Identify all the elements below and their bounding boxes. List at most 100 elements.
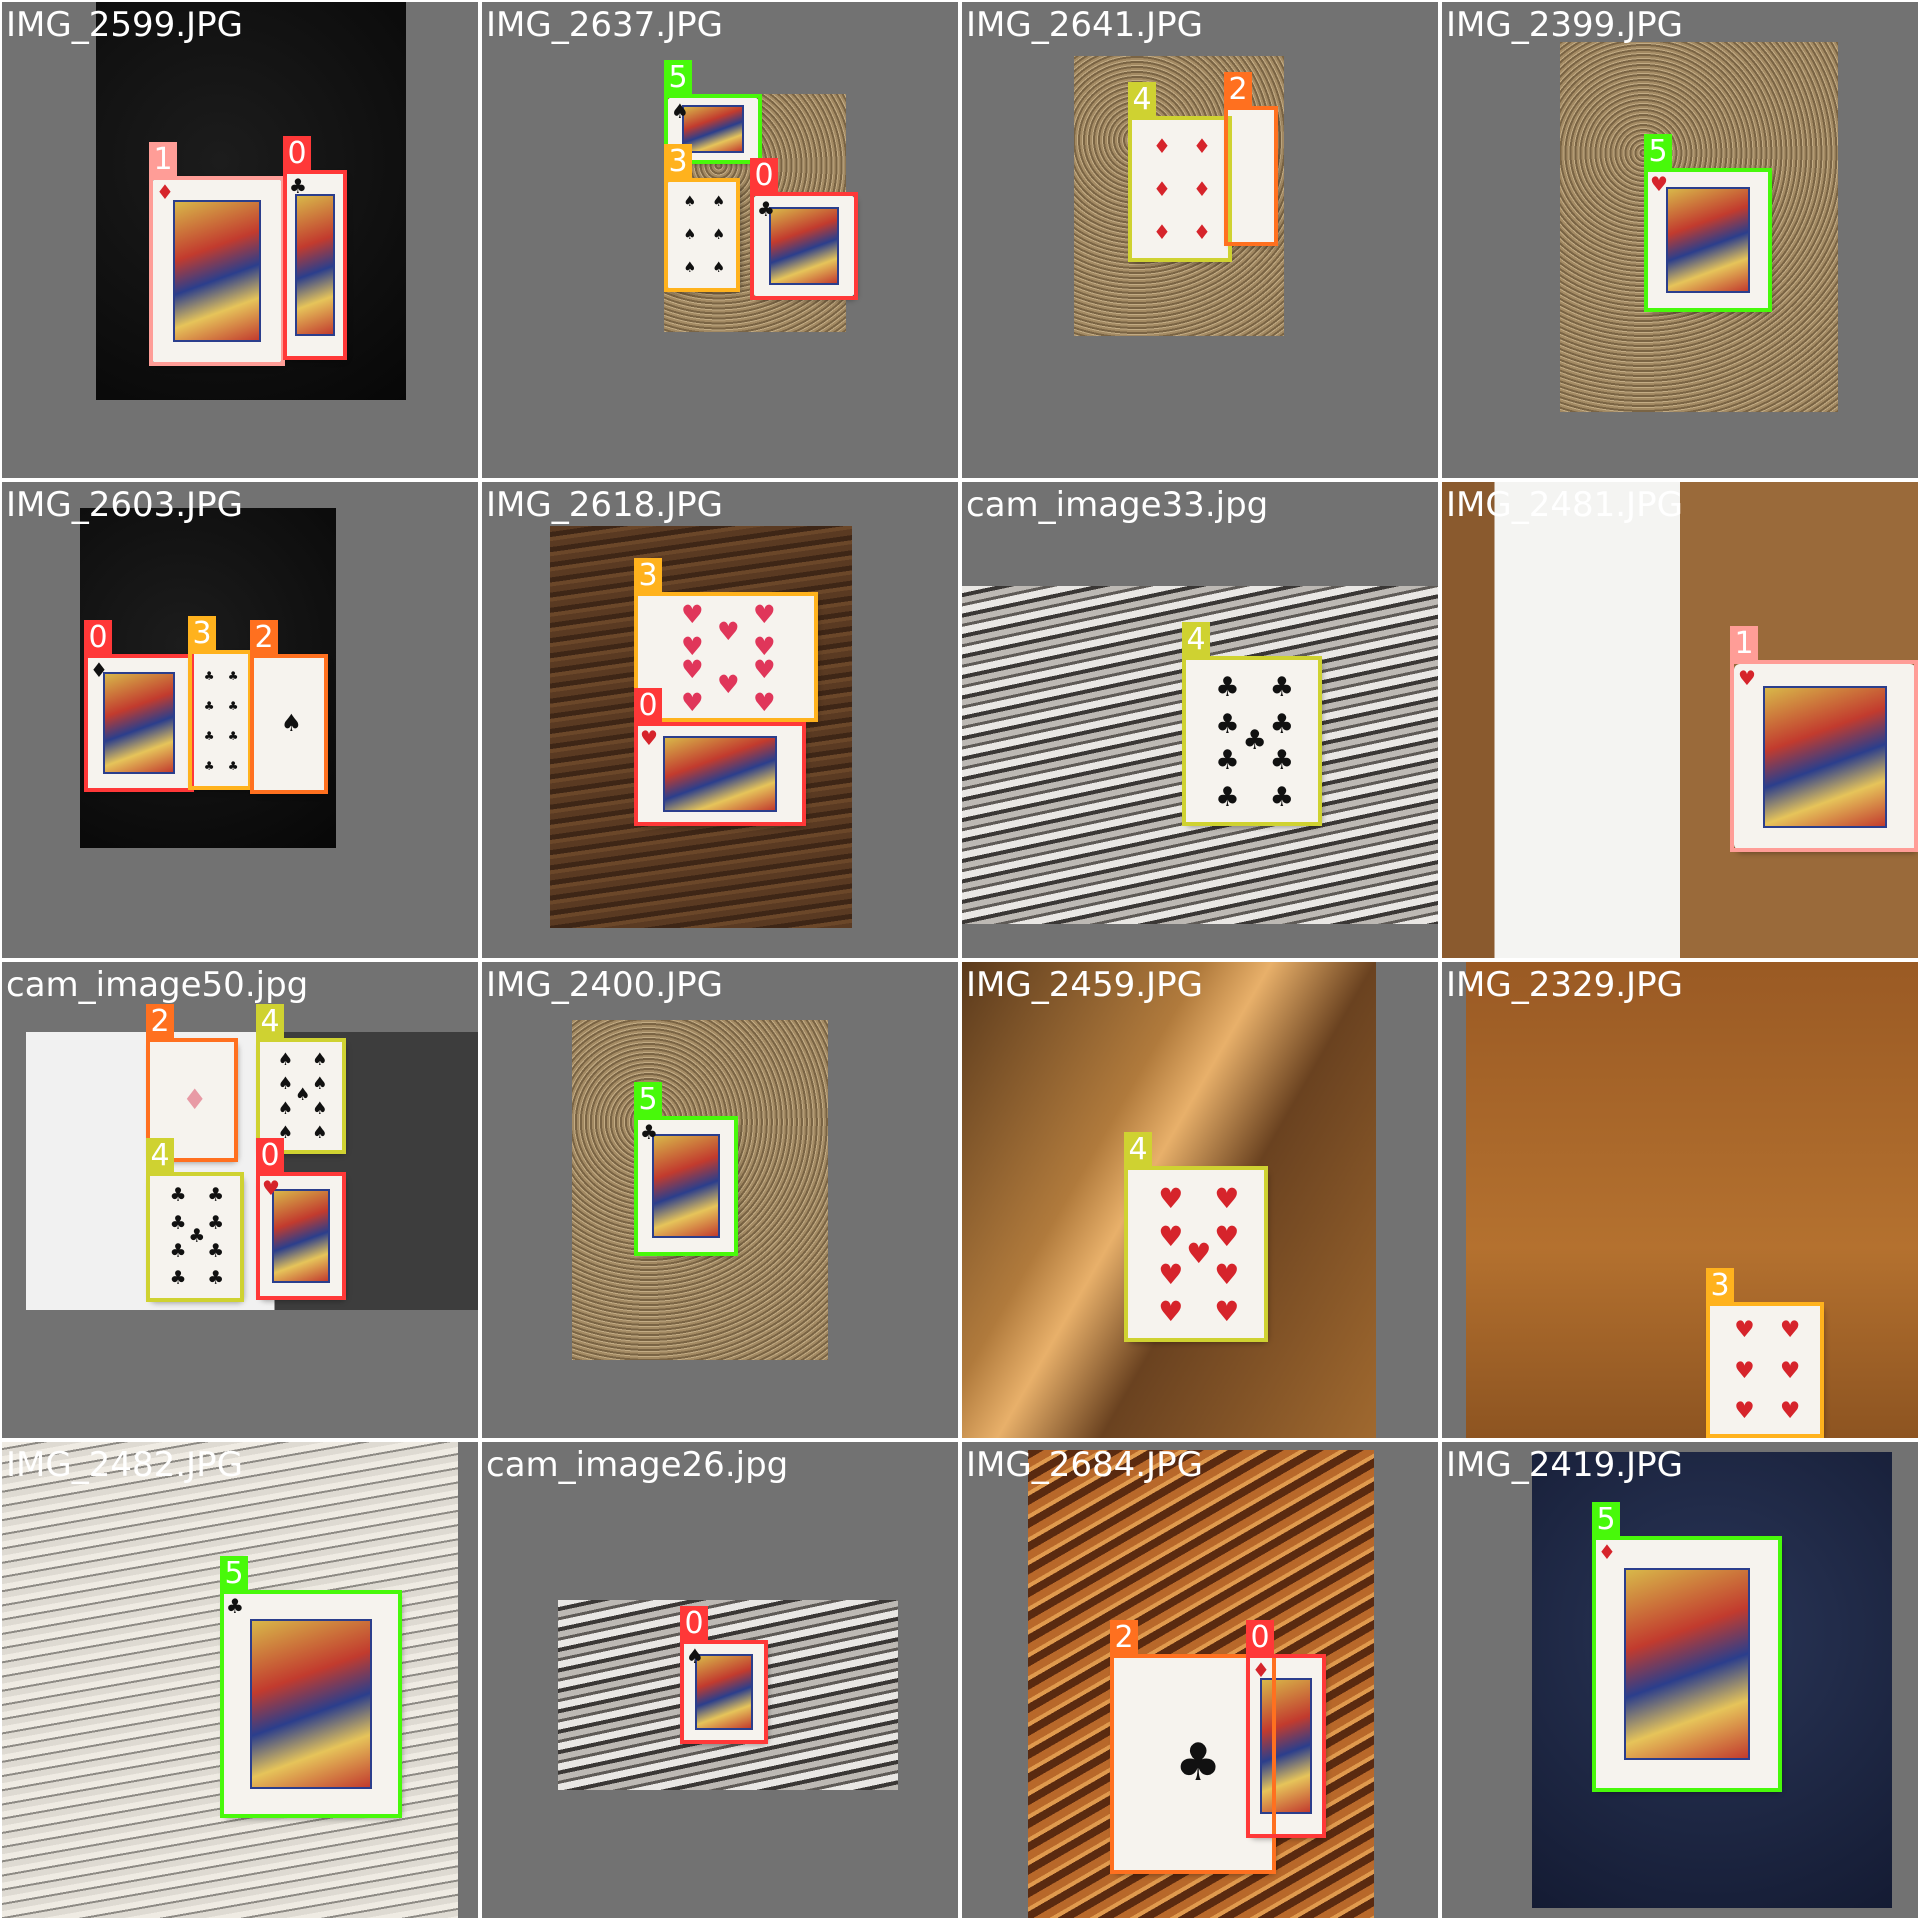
playing-card: ♥ ♥ ♥ ♥ ♥ ♥ ♥ ♥ ♥ — [1126, 1168, 1266, 1340]
face-card-art — [102, 672, 176, 774]
card-suit-symbol: ♣ — [226, 1594, 244, 1618]
image-tile: ♦ ♣ ♣ ♣ ♣ ♣ ♣ ♣ ♣ ♠ 0 3 2 IMG_2603.JPG — [2, 482, 478, 958]
face-card-art — [1623, 1568, 1751, 1760]
class-label: 0 — [680, 1606, 708, 1642]
card-pip: ♦ — [182, 1082, 208, 1116]
card-suit-symbol: ♦ — [1252, 1658, 1270, 1682]
card-pip: ♣ — [207, 1240, 225, 1262]
class-label: 4 — [1124, 1132, 1152, 1168]
playing-card: ♣ ♣ ♣ ♣ ♣ ♣ ♣ ♣ ♣ — [148, 1174, 242, 1300]
detection-box: 2 — [1224, 72, 1278, 246]
card-pip: ♠ — [683, 193, 697, 210]
playing-card: ♦ — [86, 656, 192, 790]
playing-card: ♣ — [636, 1118, 736, 1254]
class-label: 0 — [750, 158, 778, 194]
card-suit-symbol: ♠ — [686, 1644, 704, 1668]
card-pip: ♣ — [1215, 672, 1240, 704]
detection-box: 0 — [256, 1138, 346, 1300]
class-label: 0 — [1246, 1620, 1274, 1656]
card-pip: ♠ — [280, 709, 302, 738]
playing-card: ♦ ♦ ♦ ♦ ♦ ♦ — [1130, 118, 1230, 260]
card-pip: ♣ — [203, 699, 215, 714]
class-label: 1 — [1730, 626, 1758, 662]
image-filename: cam_image26.jpg — [486, 1445, 789, 1485]
detection-box: 1 — [149, 142, 285, 366]
detection-box: 0 — [750, 158, 858, 300]
detection-box: 3 — [188, 616, 252, 790]
playing-card: ♦ — [148, 1040, 236, 1160]
card-pip: ♣ — [1269, 708, 1295, 740]
class-label: 0 — [256, 1138, 284, 1174]
card-pip: ♣ — [203, 669, 215, 684]
card-pip: ♥ — [1214, 1257, 1240, 1291]
detection-box: 3 — [634, 558, 818, 722]
card-pip: ♥ — [1214, 1219, 1240, 1253]
card-pip: ♥ — [753, 687, 776, 717]
detection-box: 1 — [1730, 626, 1918, 852]
card-pip: ♣ — [203, 759, 215, 774]
card-pip: ♣ — [169, 1185, 187, 1207]
card-pip: ♦ — [1153, 219, 1171, 244]
card-pip: ♥ — [1158, 1257, 1184, 1291]
playing-card — [1226, 108, 1276, 244]
card-pip: ♣ — [1215, 708, 1240, 740]
playing-card: ♥ — [636, 724, 804, 824]
class-label: 5 — [634, 1082, 662, 1118]
card-pip: ♠ — [277, 1049, 294, 1070]
image-filename: cam_image33.jpg — [966, 485, 1269, 525]
image-tile: ♦ 5 IMG_2419.JPG — [1442, 1442, 1918, 1918]
playing-card: ♣ ♣ ♣ ♣ ♣ ♣ ♣ ♣ ♣ — [1184, 658, 1320, 824]
class-label: 4 — [146, 1138, 174, 1174]
card-pip: ♣ — [1269, 672, 1295, 704]
card-pip: ♠ — [277, 1098, 294, 1119]
class-label: 0 — [84, 620, 112, 656]
detection-box: 4 — [1128, 82, 1232, 262]
image-filename: cam_image50.jpg — [6, 965, 309, 1005]
card-pip: ♠ — [312, 1098, 328, 1119]
playing-card: ♦ — [152, 178, 282, 364]
card-pip: ♥ — [1158, 1219, 1184, 1253]
image-filename: IMG_2482.JPG — [6, 1445, 243, 1485]
card-suit-symbol: ♦ — [1598, 1540, 1616, 1564]
card-pip: ♠ — [277, 1074, 294, 1095]
playing-card: ♣ — [753, 195, 855, 297]
image-tile: ♦ ♠ ♠ ♠ ♠ ♠ ♠ ♠ ♠ ♠ ♣ ♣ ♣ ♣ ♣ ♣ ♣ ♣ ♣ ♥ 2 4 4 0 cam_image50.jpg — [2, 962, 478, 1438]
card-suit-symbol: ♦ — [90, 658, 108, 682]
face-card-art — [1260, 1677, 1312, 1815]
card-pip: ♣ — [1215, 745, 1240, 777]
class-label: 2 — [250, 620, 278, 656]
playing-card: ♠ ♠ ♠ ♠ ♠ ♠ ♠ ♠ ♠ — [258, 1040, 344, 1152]
card-pip: ♥ — [1158, 1295, 1184, 1329]
class-label: 2 — [1110, 1620, 1138, 1656]
face-card-art — [294, 194, 336, 336]
card-pip: ♠ — [312, 1049, 328, 1070]
card-pip: ♥ — [1214, 1295, 1240, 1329]
detection-box: 2 — [250, 620, 328, 794]
card-suit-symbol: ♥ — [1738, 666, 1756, 690]
playing-card: ♣ — [222, 1592, 400, 1816]
image-tile: ♦ ♣ 1 0 IMG_2599.JPG — [2, 2, 478, 478]
detection-box: 5 — [1644, 134, 1772, 312]
card-pip: ♣ — [188, 1225, 206, 1247]
card-pip: ♣ — [1174, 1733, 1222, 1794]
card-pip: ♦ — [1193, 134, 1211, 159]
card-pip: ♦ — [1153, 134, 1171, 159]
image-tile: ♠ 0 cam_image26.jpg — [482, 1442, 958, 1918]
image-filename: IMG_2641.JPG — [966, 5, 1203, 45]
card-pip: ♥ — [1186, 1237, 1212, 1270]
face-card-art — [769, 207, 839, 285]
card-pip: ♣ — [227, 759, 239, 774]
detection-box: 0 — [283, 136, 347, 360]
class-label: 5 — [1644, 134, 1672, 170]
image-tile: ♦ ♦ ♦ ♦ ♦ ♦ 4 2 IMG_2641.JPG — [962, 2, 1438, 478]
card-pip: ♥ — [1734, 1317, 1755, 1344]
class-label: 5 — [1592, 1502, 1620, 1538]
detection-box: 2 — [146, 1004, 238, 1162]
card-pip: ♥ — [1734, 1357, 1755, 1384]
card-pip: ♠ — [683, 226, 697, 243]
card-pip: ♥ — [681, 655, 704, 684]
card-pip: ♠ — [683, 259, 697, 276]
card-pip: ♣ — [227, 669, 239, 684]
detection-box: 2 — [1110, 1620, 1276, 1874]
detection-box: 4 — [256, 1004, 346, 1154]
